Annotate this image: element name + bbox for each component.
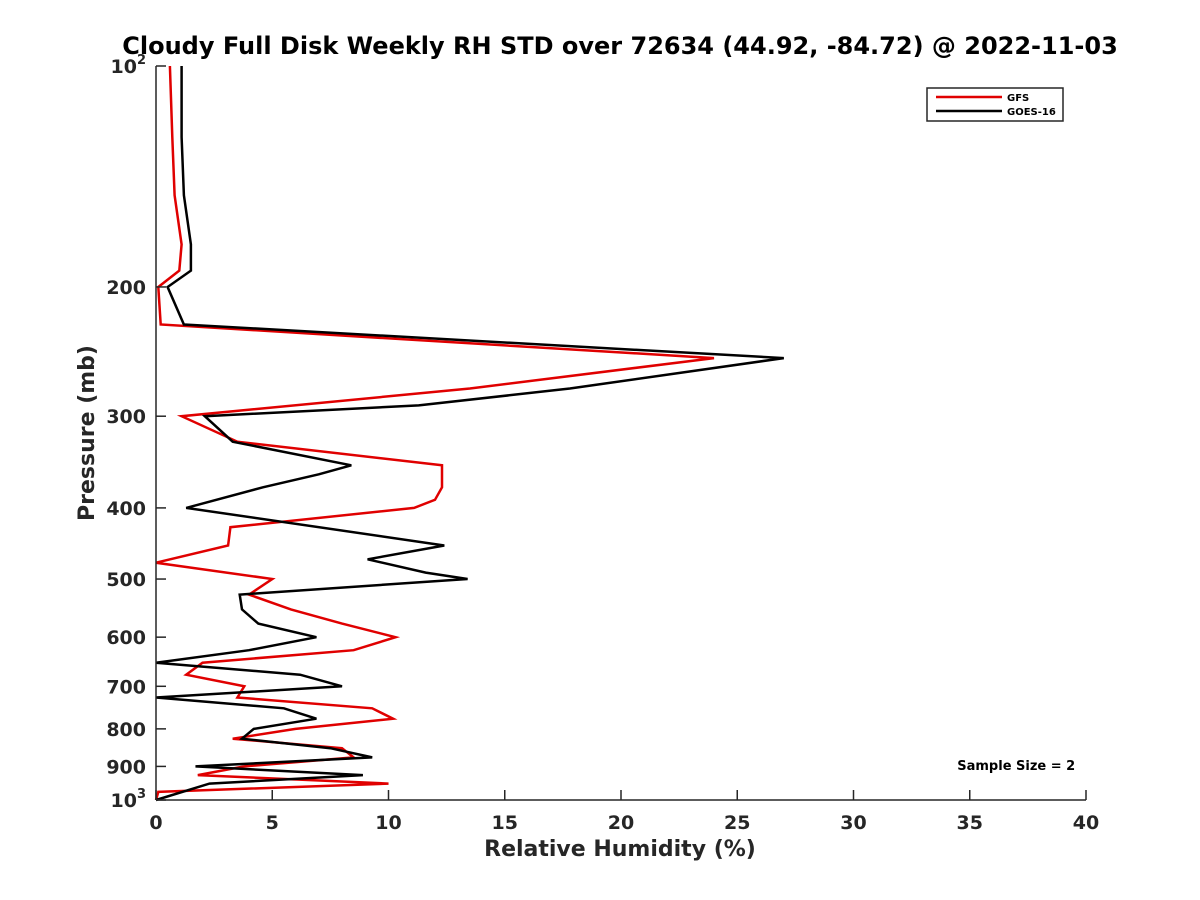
y-tick-label: 200 — [106, 277, 146, 299]
x-tick-label: 25 — [724, 812, 750, 834]
y-axis-label: Pressure (mb) — [75, 345, 100, 521]
x-axis-label: Relative Humidity (%) — [484, 837, 756, 862]
y-tick-label: 500 — [106, 569, 146, 591]
x-tick-label: 35 — [957, 812, 983, 834]
x-tick-label: 30 — [840, 812, 866, 834]
plot-area: 0 5 10 15 20 25 30 35 40 102 200 300 400 500 600 700 800… — [106, 53, 1099, 834]
series-line-1 — [155, 66, 784, 802]
legend: GFS GOES-16 — [926, 87, 1064, 122]
y-tick-label: 103 — [111, 787, 147, 812]
legend-label-0: GFS — [1007, 93, 1029, 104]
chart-title: Cloudy Full Disk Weekly RH STD over 7263… — [122, 32, 1118, 60]
x-tick-label: 5 — [266, 812, 279, 834]
sample-size-annotation: Sample Size = 2 — [957, 759, 1075, 774]
x-tick-label: 40 — [1073, 812, 1099, 834]
x-tick-label: 15 — [492, 812, 518, 834]
y-tick-label: 300 — [106, 406, 146, 428]
y-tick-label: 102 — [111, 53, 147, 78]
series-line-0 — [154, 65, 715, 801]
y-tick-label: 600 — [106, 627, 146, 649]
y-tick-label: 800 — [106, 719, 146, 741]
y-tick-label: 700 — [106, 676, 146, 698]
x-tick-label: 20 — [608, 812, 634, 834]
x-tick-label: 0 — [149, 812, 162, 834]
y-tick-label: 900 — [106, 756, 146, 778]
legend-label-1: GOES-16 — [1007, 107, 1056, 118]
x-tick-label: 10 — [375, 812, 401, 834]
legend-box — [926, 87, 1064, 122]
y-tick-label: 400 — [106, 498, 146, 520]
